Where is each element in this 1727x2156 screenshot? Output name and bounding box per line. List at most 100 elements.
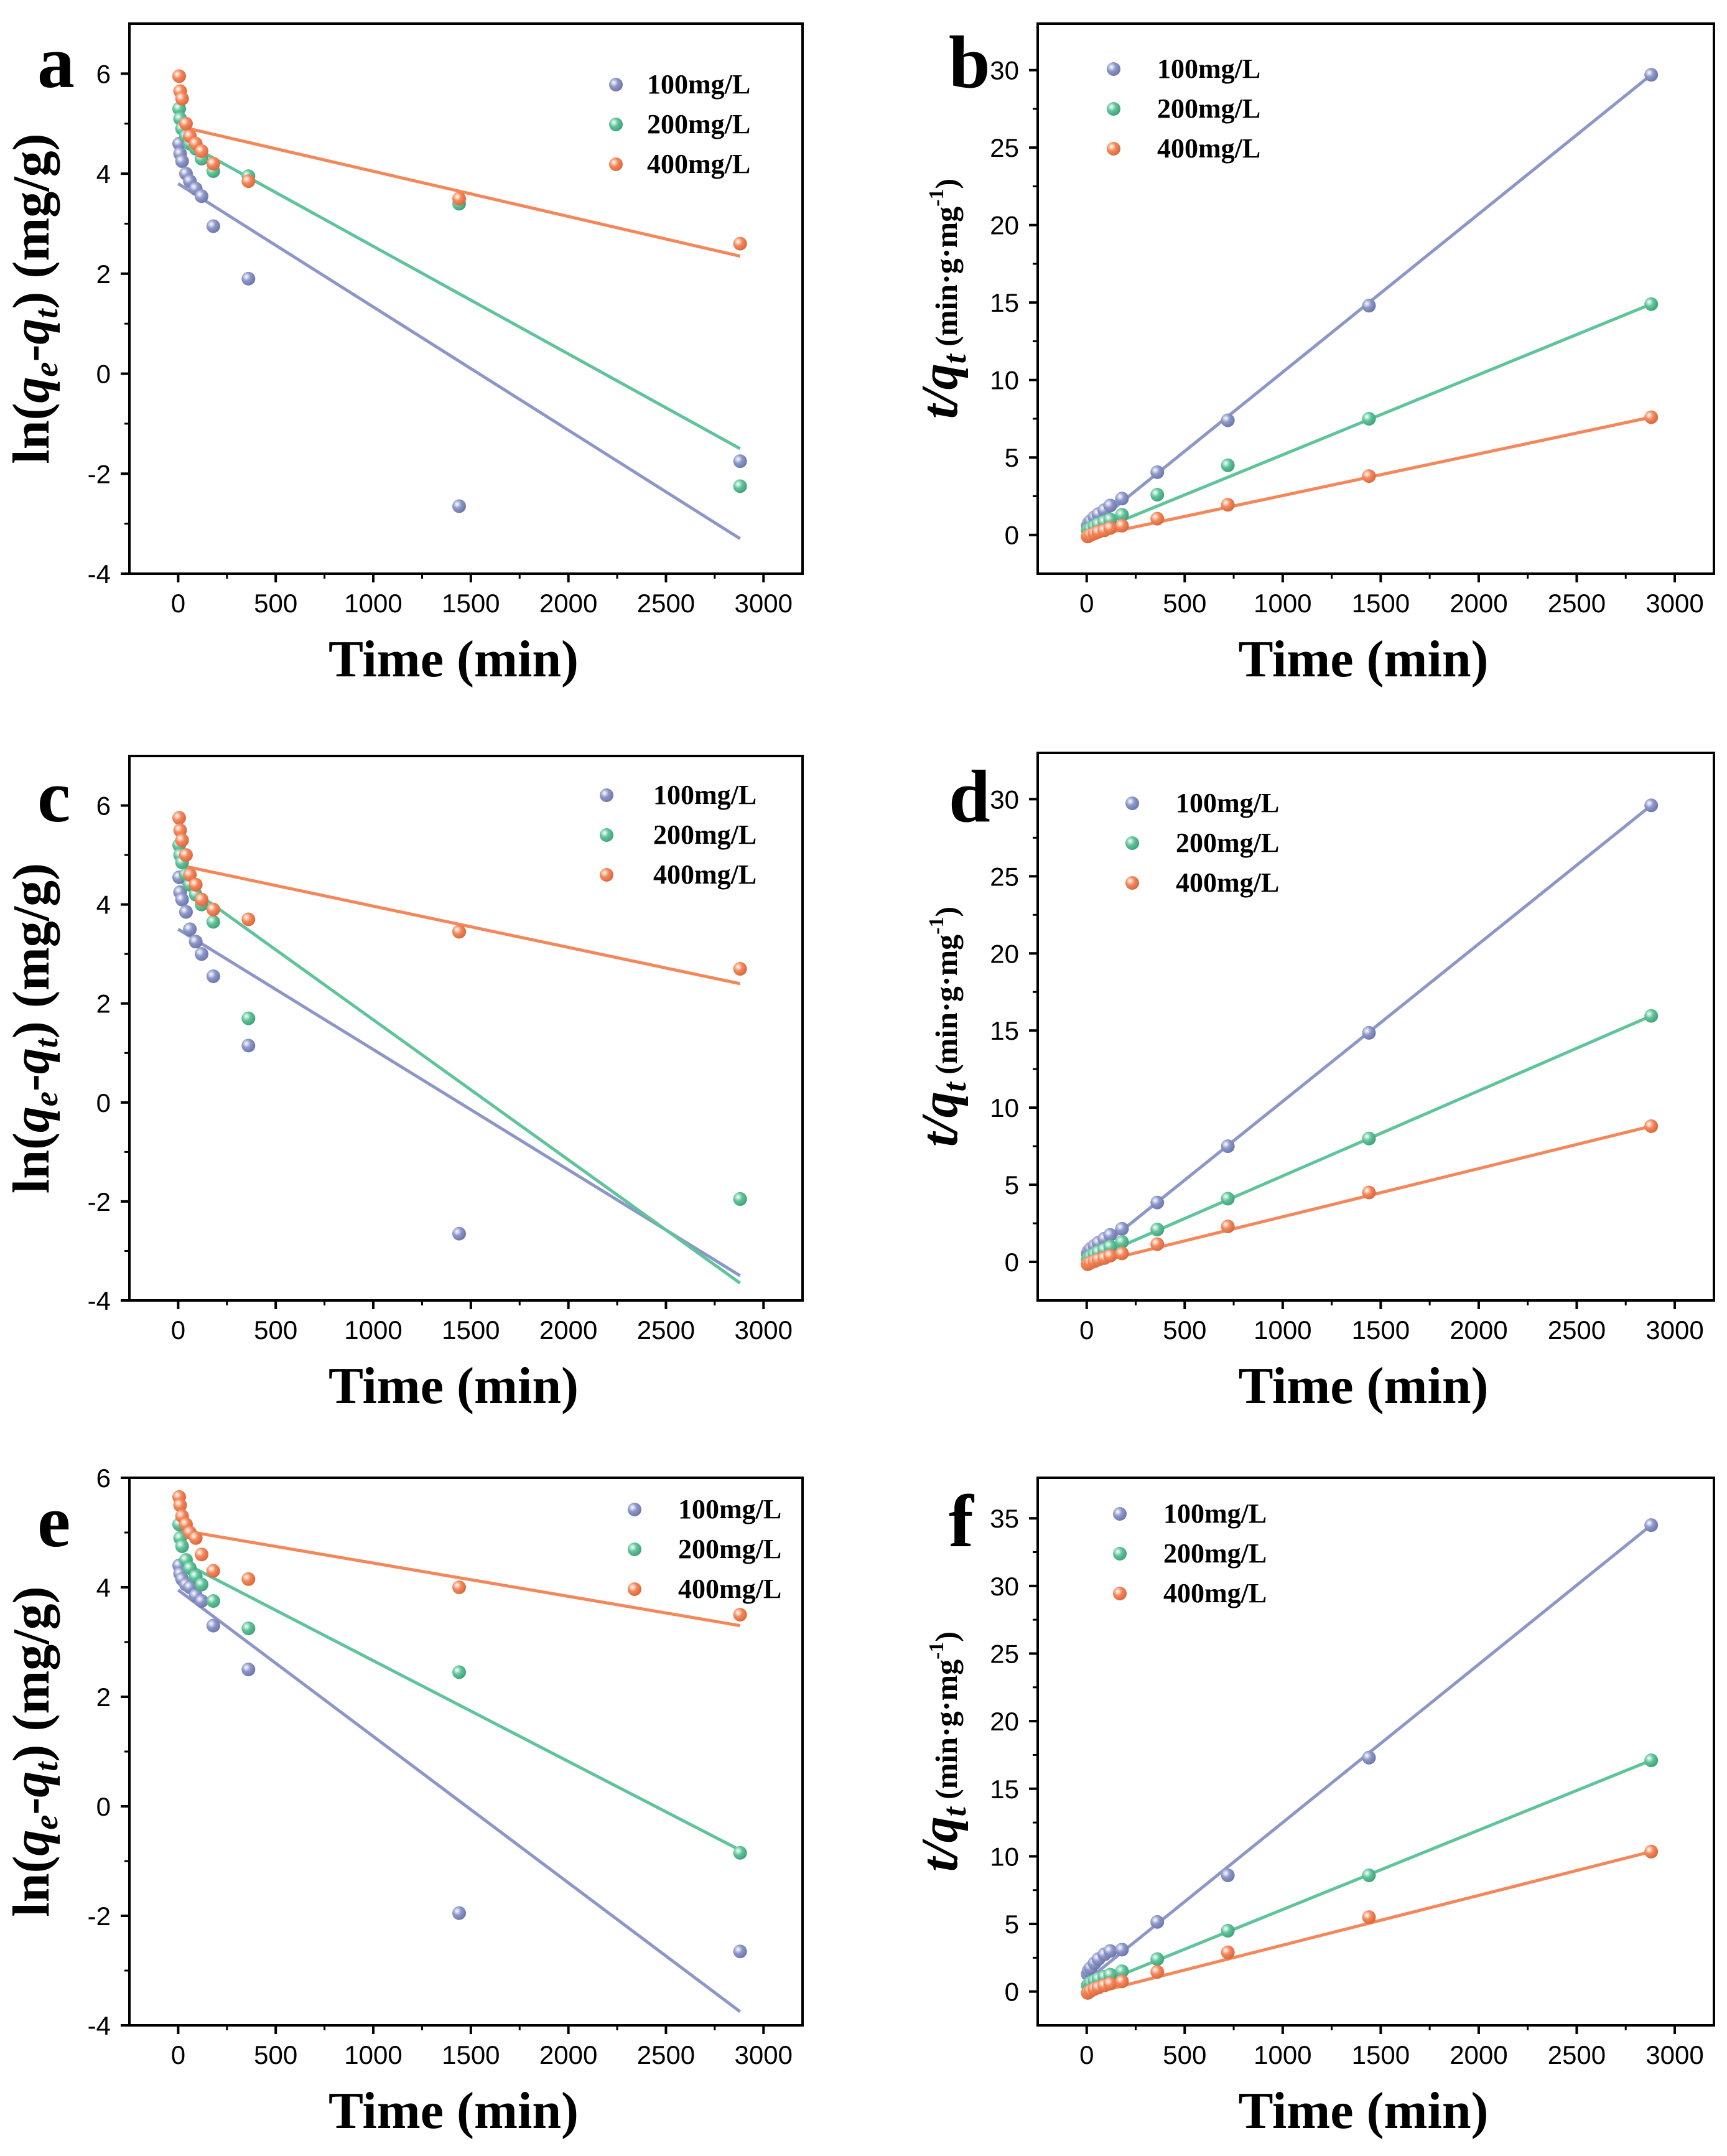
data-point — [1644, 798, 1659, 813]
x-tick-label: 1000 — [344, 2040, 402, 2070]
x-axis-title: Time (min) — [328, 2082, 579, 2140]
data-point — [1150, 488, 1165, 502]
x-tick-label: 2500 — [637, 1315, 695, 1345]
y-tick-label: 5 — [1005, 1910, 1019, 1939]
panel-letter-c: c — [37, 755, 70, 838]
data-point — [241, 1572, 256, 1586]
data-point — [1150, 511, 1165, 526]
data-point — [206, 1594, 220, 1608]
x-tick-label: 1000 — [344, 1315, 402, 1345]
y-tick-label: 0 — [1005, 1977, 1019, 2007]
x-tick-label: 3000 — [735, 2040, 793, 2070]
x-axis-title: Time (min) — [1238, 2082, 1488, 2140]
x-tick-label: 1000 — [344, 589, 402, 618]
y-axis-title: ln(qe-qt) (mg/g) — [2, 863, 65, 1193]
y-tick-label: 15 — [990, 1775, 1019, 1804]
y-tick-label: 30 — [990, 785, 1019, 814]
data-point — [195, 1577, 209, 1592]
data-point — [175, 833, 189, 847]
y-tick-label: -4 — [88, 559, 111, 589]
x-axis-title: Time (min) — [1238, 630, 1488, 688]
y-tick-label: 0 — [96, 360, 111, 389]
panel-letter-d: d — [949, 755, 990, 838]
x-tick-label: 3000 — [1646, 589, 1703, 618]
x-tick-label: 500 — [254, 589, 297, 618]
legend-label: 200mg/L — [1163, 1538, 1267, 1569]
y-tick-label: -2 — [88, 1187, 111, 1216]
chart-panel-c: 0 500 1000 1500 2000 2500 3000 -4 -2 0 2 4 6 Time (mi… — [2, 755, 804, 1415]
data-point — [1115, 492, 1129, 506]
y-tick-label: 20 — [990, 1707, 1019, 1736]
data-point — [189, 935, 203, 949]
legend-marker — [609, 118, 623, 131]
legend-label: 400mg/L — [647, 149, 750, 179]
data-point — [452, 192, 467, 206]
legend-label: 200mg/L — [1157, 93, 1260, 124]
data-point — [452, 1226, 467, 1241]
y-tick-label: 25 — [990, 1639, 1019, 1668]
data-point — [1644, 68, 1659, 82]
x-tick-label: 2000 — [539, 589, 597, 618]
data-point — [172, 811, 186, 825]
data-point — [1644, 1009, 1659, 1023]
x-tick-label: 1000 — [1254, 1315, 1311, 1345]
y-tick-label: 4 — [96, 890, 111, 920]
y-tick-label: 10 — [990, 1842, 1019, 1871]
data-point — [733, 1192, 747, 1206]
plot-frame — [1036, 752, 1715, 1302]
data-point — [1644, 1119, 1659, 1133]
y-axis-title: ln(qe-qt) (mg/g) — [2, 1586, 65, 1916]
data-point — [241, 912, 256, 926]
data-point — [733, 454, 747, 469]
x-tick-label: 3000 — [1646, 2040, 1703, 2070]
data-point — [733, 962, 747, 976]
data-point — [1150, 1915, 1165, 1929]
data-point — [1103, 1228, 1117, 1242]
data-point — [1362, 1025, 1376, 1040]
data-point — [241, 1011, 256, 1025]
data-point — [1221, 413, 1235, 427]
y-tick-label: 0 — [1005, 521, 1019, 550]
legend-marker — [609, 78, 623, 91]
data-point — [1150, 1965, 1165, 1979]
chart-panel-a: 0 500 1000 1500 2000 2500 3000 -4 -2 0 2 4 6 Time (mi… — [2, 21, 804, 688]
x-tick-label: 0 — [171, 1315, 185, 1345]
y-tick-label: 20 — [990, 211, 1019, 240]
x-axis-title: Time (min) — [328, 630, 579, 688]
data-point — [173, 1498, 187, 1512]
data-point — [1221, 458, 1235, 472]
fit-line — [177, 124, 741, 258]
legend-label: 400mg/L — [1163, 1578, 1267, 1608]
data-point — [1644, 1753, 1659, 1768]
data-point — [206, 157, 220, 171]
y-tick-label: 2 — [96, 259, 111, 289]
x-tick-label: 2500 — [1548, 2040, 1606, 2070]
data-point — [1362, 1131, 1376, 1146]
data-point — [1362, 1750, 1376, 1765]
legend-label: 400mg/L — [653, 859, 756, 890]
x-tick-label: 2500 — [637, 2040, 695, 2070]
x-tick-label: 1500 — [1352, 589, 1410, 618]
x-axis-title: Time (min) — [328, 1357, 579, 1415]
legend-marker — [1107, 102, 1120, 116]
data-point — [206, 969, 220, 983]
legend-label: 400mg/L — [1176, 867, 1279, 898]
data-point — [175, 91, 189, 106]
x-tick-label: 0 — [1079, 2040, 1094, 2070]
legend-label: 400mg/L — [678, 1574, 781, 1604]
legend-label: 200mg/L — [647, 109, 750, 139]
chart-panel-e: 0 500 1000 1500 2000 2500 3000 -4 -2 0 2 4 6 Time (mi… — [2, 1463, 804, 2140]
fit-line — [177, 182, 741, 540]
data-point — [175, 1539, 189, 1553]
x-tick-label: 0 — [171, 589, 185, 618]
legend-label: 200mg/L — [653, 819, 756, 850]
y-tick-label: 2 — [96, 1682, 111, 1712]
x-tick-label: 1000 — [1254, 2040, 1311, 2070]
y-tick-label: 6 — [96, 791, 111, 821]
legend-label: 100mg/L — [647, 69, 750, 100]
data-point — [175, 154, 189, 168]
data-point — [1103, 1976, 1117, 1990]
data-point — [1644, 297, 1659, 311]
data-point — [733, 1944, 747, 1959]
